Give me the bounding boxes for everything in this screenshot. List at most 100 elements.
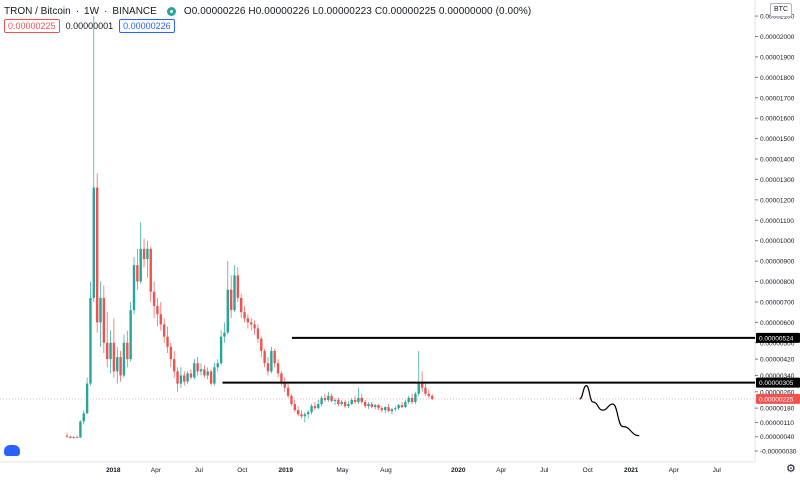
candle-body	[296, 410, 300, 415]
y-tick-label: 0.00001700	[760, 95, 795, 102]
x-tick-label: 2019	[279, 467, 294, 474]
chart-header: TRON / Bitcoin · 1W · BINANCE O0.0000022…	[4, 3, 531, 19]
candle-body	[109, 342, 112, 360]
y-tick-label: 0.00002000	[760, 34, 795, 41]
current-price-label: 0.00000225	[759, 396, 794, 403]
candle-body	[414, 393, 417, 402]
level-price-label: 0.00000305	[759, 380, 794, 387]
candle-body	[353, 399, 357, 402]
candle-body	[407, 397, 410, 402]
candle-body	[337, 399, 340, 405]
candle-body	[253, 324, 256, 329]
candle-body	[193, 363, 196, 378]
candle-body	[427, 393, 430, 396]
candle-body	[159, 314, 162, 325]
price-boxes: 0.00000225 0.00000001 0.00000226	[4, 19, 175, 33]
x-tick-label: Aug	[380, 467, 392, 474]
candle-body	[173, 359, 176, 372]
candle-body	[390, 409, 394, 412]
y-tick-label: 0.00001000	[760, 238, 795, 245]
candle-body	[260, 338, 263, 351]
candle-body	[219, 336, 223, 364]
candle-body	[129, 310, 132, 360]
candle-body	[280, 373, 283, 382]
candle-body	[317, 404, 320, 409]
gear-icon[interactable]: ⚙	[786, 463, 796, 475]
candle-body	[384, 407, 387, 411]
candle-body	[236, 275, 240, 298]
candle-body	[290, 395, 293, 405]
candle-body	[152, 291, 156, 307]
y-tick-label: 0.00000600	[760, 320, 795, 327]
separator: ·	[104, 5, 108, 17]
candle-body	[330, 395, 333, 401]
level-price-tag	[756, 377, 800, 388]
candle-body	[300, 414, 303, 417]
candle-body	[203, 369, 206, 376]
candle-body	[283, 381, 286, 388]
candle-body	[99, 297, 102, 323]
y-tick-label: 0.00000900	[760, 259, 795, 266]
candle-body	[206, 371, 209, 376]
candle-body	[196, 363, 199, 372]
candle-body	[320, 397, 323, 405]
candle-body	[126, 342, 129, 360]
candle-body	[286, 387, 290, 396]
candle-body	[380, 408, 384, 411]
status-dot-icon	[166, 6, 176, 16]
candle-body	[92, 187, 95, 298]
x-tick-label: Oct	[237, 467, 247, 474]
sell-price-box[interactable]: 0.00000225	[4, 19, 60, 33]
x-tick-label: Jul	[713, 467, 722, 474]
candle-body	[69, 436, 72, 438]
candle-body	[370, 404, 374, 408]
candle-body	[400, 405, 404, 408]
candle-body	[139, 248, 142, 282]
symbol-name[interactable]: TRON / Bitcoin	[4, 5, 71, 17]
candle-body	[276, 363, 280, 374]
interval-label[interactable]: 1W	[84, 5, 100, 17]
candle-body	[270, 350, 273, 372]
candle-body	[347, 404, 350, 407]
candle-body	[293, 404, 296, 411]
candle-body	[199, 369, 203, 372]
candle-body	[142, 248, 146, 260]
candle-body	[350, 399, 353, 405]
candle-body	[377, 405, 380, 409]
candle-body	[166, 336, 169, 347]
candle-body	[263, 350, 266, 364]
y-tick-label: 0.00000500	[760, 340, 795, 347]
x-tick-label: Apr	[669, 467, 680, 474]
x-tick-label: Jul	[195, 467, 204, 474]
candle-body	[95, 187, 99, 323]
candle-body	[85, 383, 89, 414]
candle-body	[89, 297, 92, 384]
currency-label[interactable]: BTC	[770, 3, 792, 17]
candle-body	[79, 421, 82, 438]
candle-body	[213, 367, 216, 384]
buy-price-box[interactable]: 0.00000226	[119, 19, 175, 33]
candle-body	[430, 395, 434, 399]
level-price-label: 0.00000524	[759, 335, 794, 342]
y-tick-label: 0.00000180	[760, 406, 795, 413]
candle-body	[313, 406, 317, 409]
candle-body	[209, 371, 213, 384]
candle-body	[310, 406, 313, 413]
separator: ·	[75, 5, 80, 17]
candle-body	[223, 332, 226, 337]
candle-body	[233, 275, 236, 311]
candle-body	[367, 404, 370, 407]
y-tick-label: 0.00001100	[760, 218, 794, 225]
candle-body	[112, 342, 116, 372]
candle-body	[357, 397, 360, 402]
y-tick-label: 0.00001800	[760, 75, 795, 82]
candle-body	[82, 413, 85, 422]
tradingview-logo-icon[interactable]	[4, 445, 20, 456]
candle-body	[146, 248, 149, 260]
candle-body	[179, 375, 183, 384]
candle-body	[106, 342, 109, 360]
y-tick-label: 0.00001200	[760, 197, 795, 204]
candle-body	[417, 383, 420, 394]
